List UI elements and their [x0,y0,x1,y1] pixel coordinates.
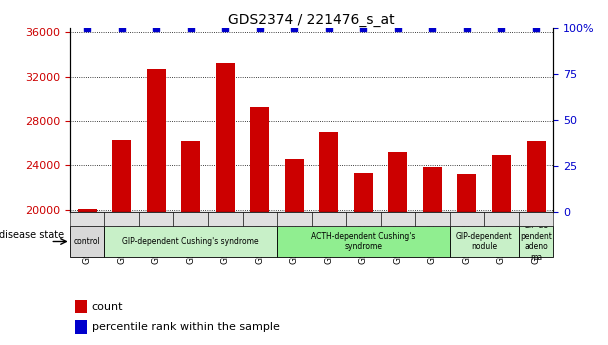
Bar [450,212,484,226]
Bar [105,226,277,257]
Bar [75,300,87,313]
Bar [415,212,450,226]
Bar [147,69,166,212]
Bar [112,140,131,212]
Bar [216,63,235,212]
Text: GIP-de
pendent
adeno
ma: GIP-de pendent adeno ma [520,221,552,262]
Text: disease state: disease state [0,230,64,240]
Bar [319,132,339,212]
Bar [277,212,311,226]
Bar [78,209,97,212]
Bar [75,320,87,334]
Text: count: count [92,302,123,312]
Text: ACTH-dependent Cushing's
syndrome: ACTH-dependent Cushing's syndrome [311,232,416,251]
Title: GDS2374 / 221476_s_at: GDS2374 / 221476_s_at [228,12,395,27]
Bar [450,226,519,257]
Bar [139,212,173,226]
Bar [243,212,277,226]
Bar [277,226,450,257]
Bar [381,212,415,226]
Bar [250,107,269,212]
Bar [70,226,105,257]
Bar [519,212,553,226]
Bar [423,167,442,212]
Bar [105,212,139,226]
Bar [457,174,477,212]
Bar [354,173,373,212]
Bar [519,226,553,257]
Bar [492,156,511,212]
Bar [346,212,381,226]
Bar [70,212,105,226]
Text: GIP-dependent
nodule: GIP-dependent nodule [456,232,513,251]
Bar [311,212,346,226]
Bar [173,212,208,226]
Bar [181,141,200,212]
Bar [527,141,545,212]
Bar [208,212,243,226]
Text: percentile rank within the sample: percentile rank within the sample [92,322,280,332]
Bar [389,152,407,212]
Bar [285,159,304,212]
Text: control: control [74,237,100,246]
Text: GIP-dependent Cushing's syndrome: GIP-dependent Cushing's syndrome [122,237,259,246]
Bar [484,212,519,226]
